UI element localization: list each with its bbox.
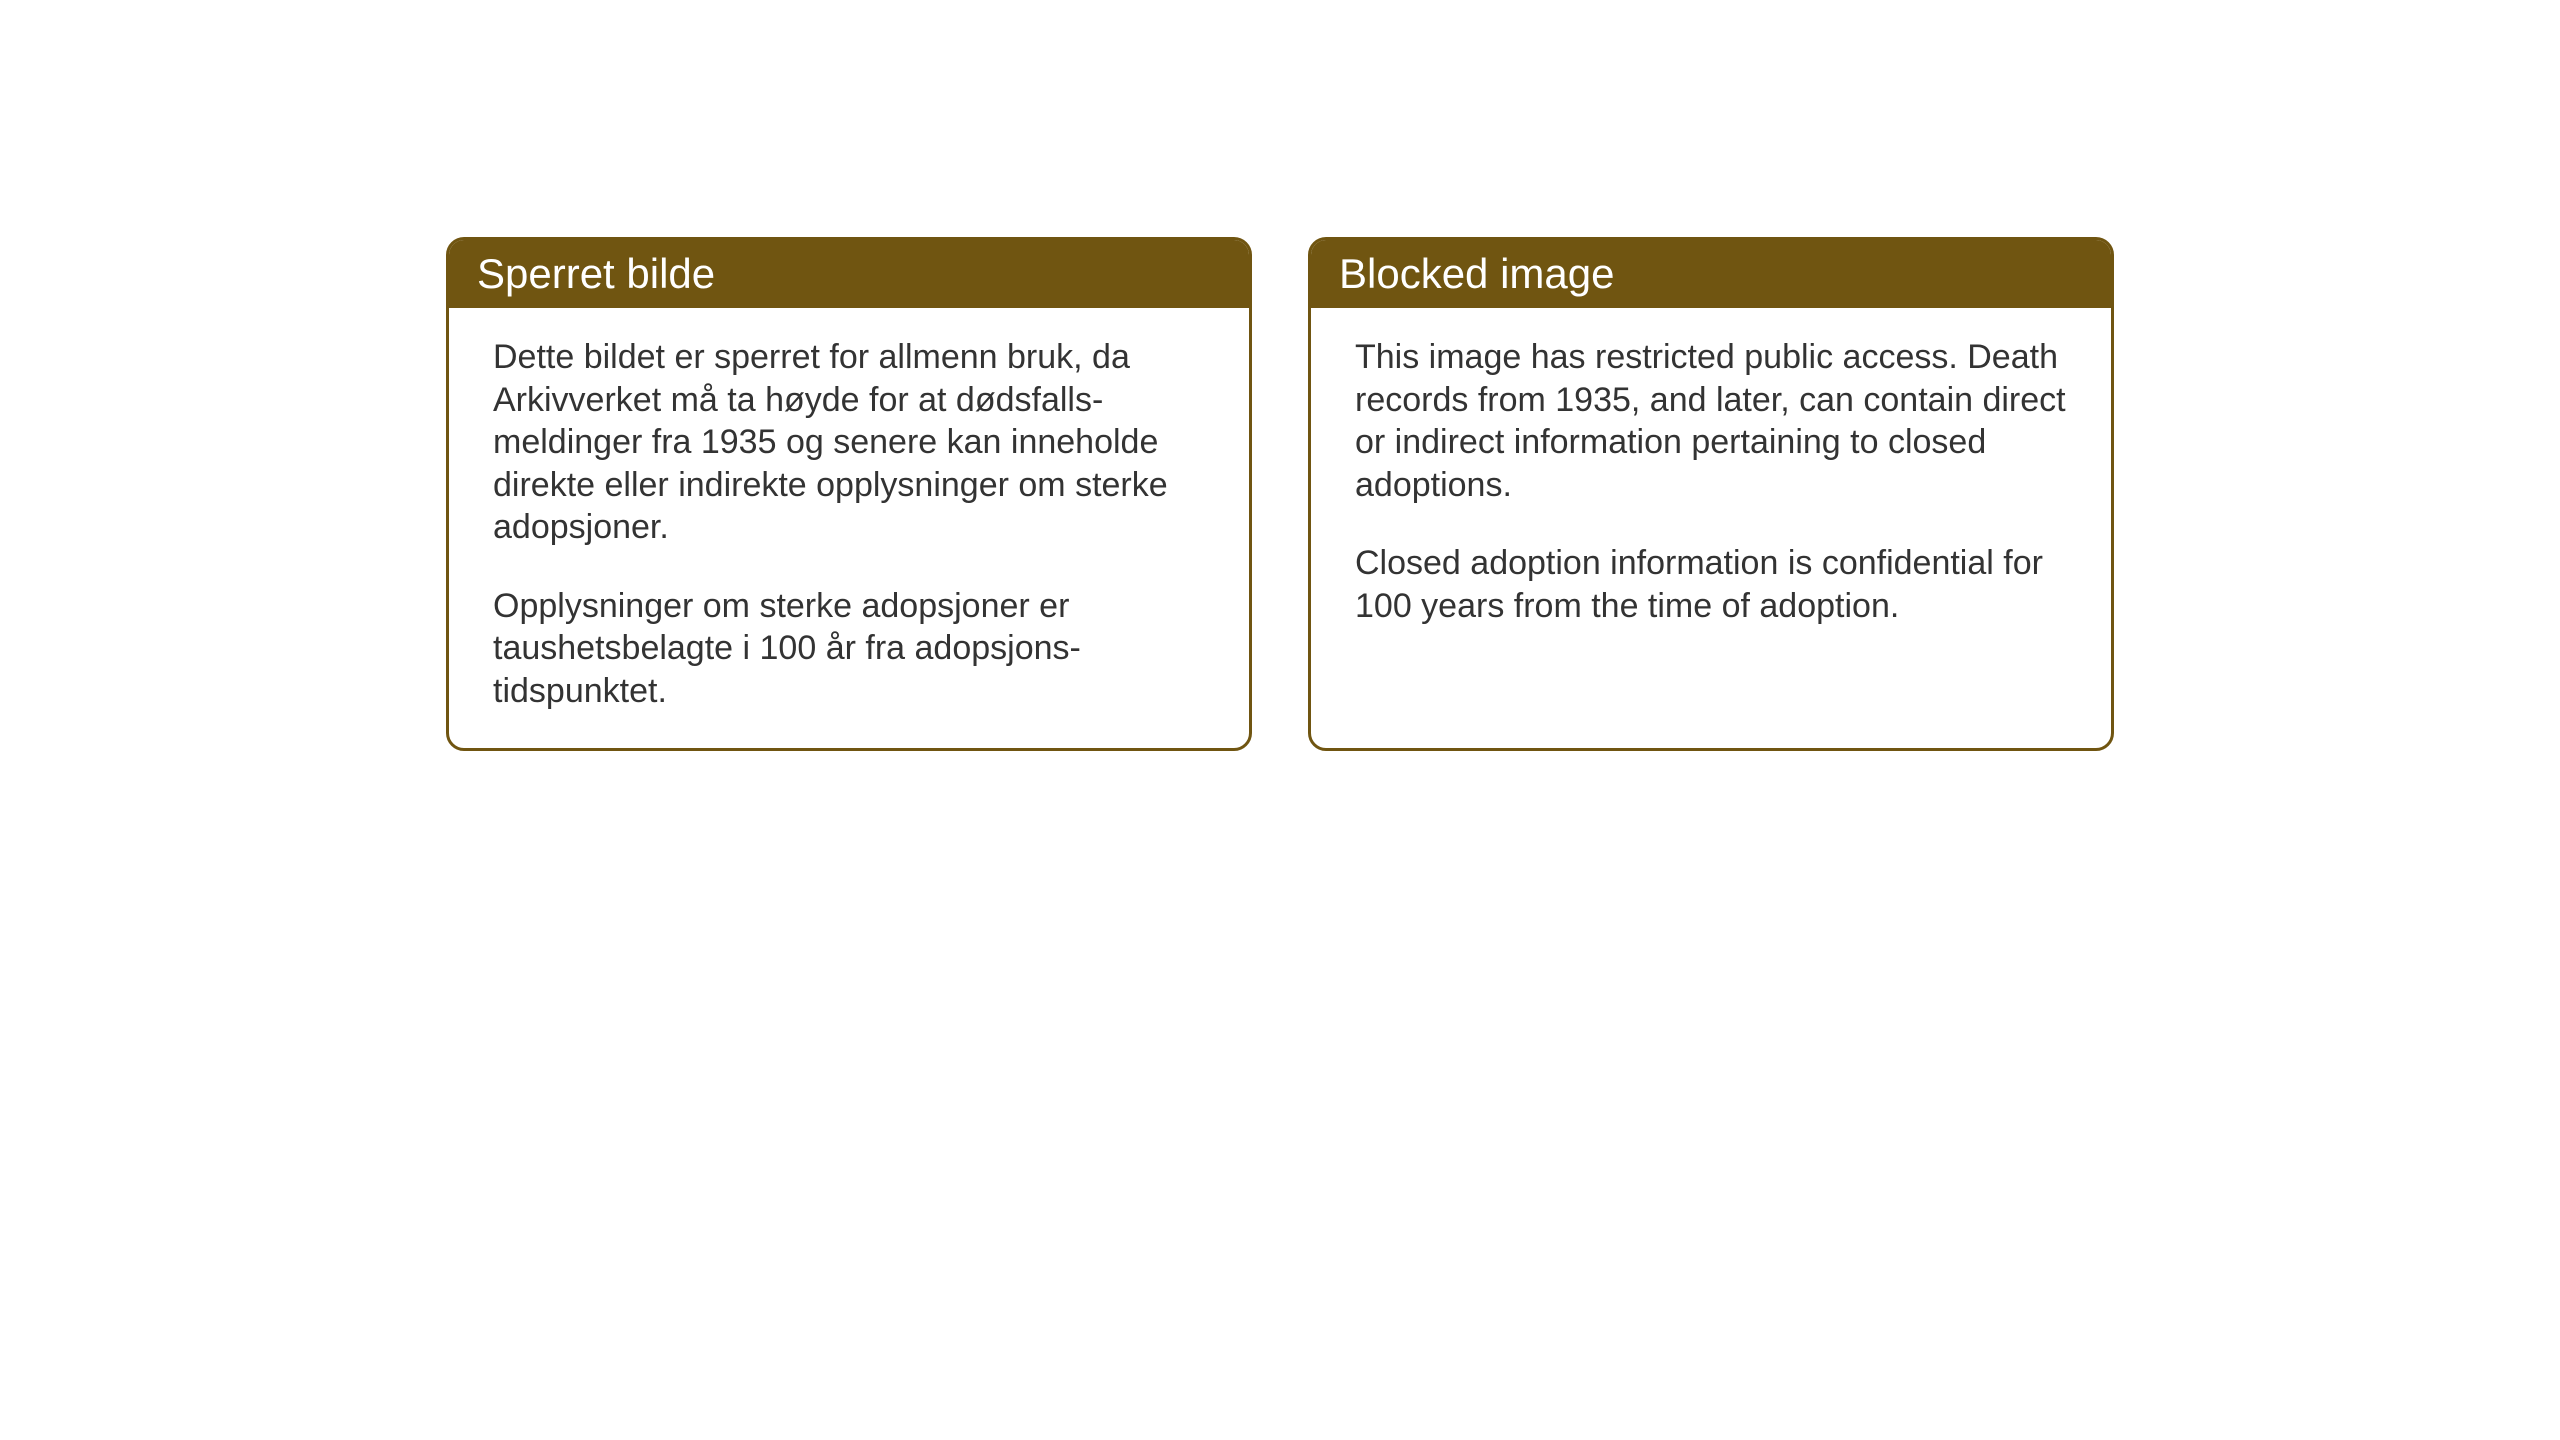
card-title-norwegian: Sperret bilde <box>477 250 715 297</box>
notice-container: Sperret bilde Dette bildet er sperret fo… <box>446 237 2114 751</box>
card-header-norwegian: Sperret bilde <box>449 240 1249 308</box>
card-body-norwegian: Dette bildet er sperret for allmenn bruk… <box>449 308 1249 748</box>
card-header-english: Blocked image <box>1311 240 2111 308</box>
paragraph-1-english: This image has restricted public access.… <box>1355 336 2067 506</box>
notice-card-english: Blocked image This image has restricted … <box>1308 237 2114 751</box>
notice-card-norwegian: Sperret bilde Dette bildet er sperret fo… <box>446 237 1252 751</box>
card-title-english: Blocked image <box>1339 250 1614 297</box>
paragraph-2-english: Closed adoption information is confident… <box>1355 542 2067 627</box>
card-body-english: This image has restricted public access.… <box>1311 308 2111 663</box>
paragraph-1-norwegian: Dette bildet er sperret for allmenn bruk… <box>493 336 1205 549</box>
paragraph-2-norwegian: Opplysninger om sterke adopsjoner er tau… <box>493 585 1205 713</box>
